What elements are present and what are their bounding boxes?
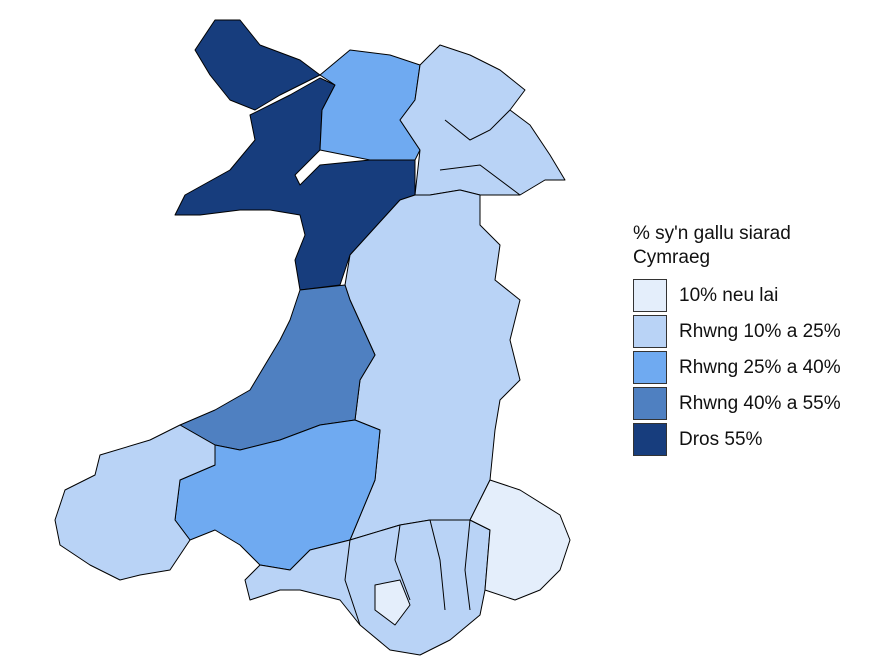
- legend-label: Rhwng 40% a 55%: [679, 392, 841, 414]
- legend-swatch: [633, 351, 667, 384]
- legend-item: 10% neu lai: [633, 278, 873, 313]
- legend-items: 10% neu lai Rhwng 10% a 25% Rhwng 25% a 40…: [633, 278, 873, 457]
- legend-swatch: [633, 423, 667, 456]
- legend-label: Dros 55%: [679, 428, 763, 450]
- legend-swatch: [633, 315, 667, 348]
- region: [469, 479, 571, 601]
- region: [374, 579, 411, 626]
- legend-item: Rhwng 10% a 25%: [633, 314, 873, 349]
- legend-label: Rhwng 25% a 40%: [679, 356, 841, 378]
- region: [399, 44, 566, 196]
- legend-label: Rhwng 10% a 25%: [679, 320, 841, 342]
- region: [319, 49, 421, 161]
- legend-item: Rhwng 40% a 55%: [633, 386, 873, 421]
- legend-swatch: [633, 387, 667, 420]
- legend-title: % sy'n gallu siarad Cymraeg: [633, 223, 791, 268]
- legend-item: Dros 55%: [633, 422, 873, 457]
- legend-swatch: [633, 279, 667, 312]
- legend: % sy'n gallu siarad Cymraeg 10% neu lai R…: [633, 222, 873, 458]
- legend-item: Rhwng 25% a 40%: [633, 350, 873, 385]
- region: [54, 424, 216, 581]
- region-borders: [344, 109, 521, 626]
- legend-label: 10% neu lai: [679, 284, 779, 306]
- region: [244, 519, 491, 656]
